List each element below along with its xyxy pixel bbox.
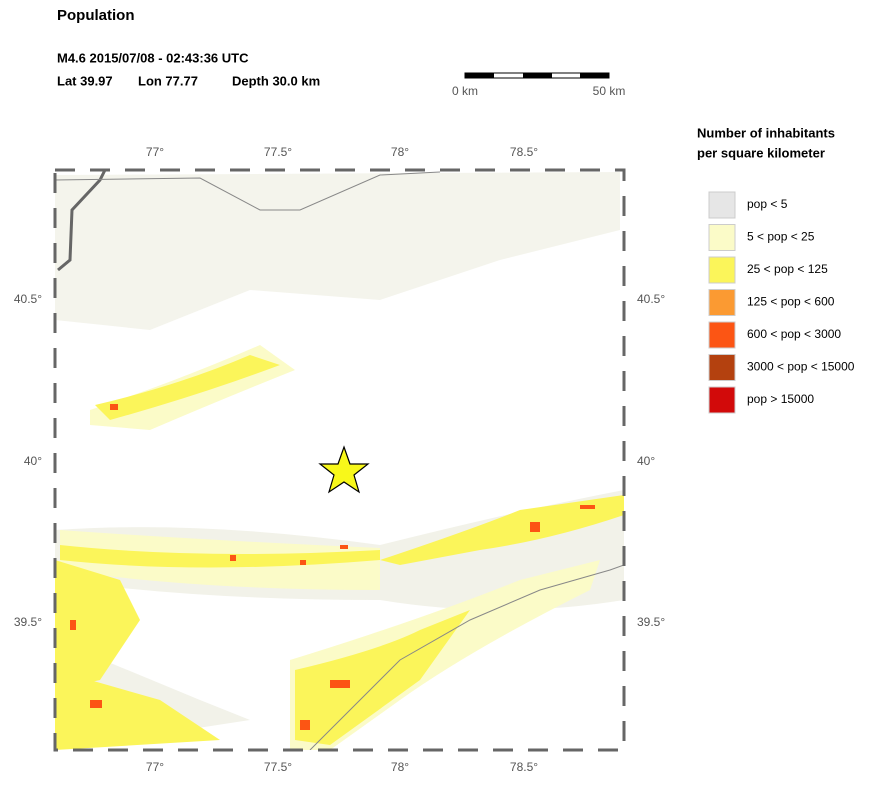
legend-swatch [708,191,736,219]
lat-label: 40.5° [637,292,665,306]
lat-label: 39.5° [14,615,42,629]
event-depth: Depth 30.0 km [232,73,320,88]
lon-label: 77° [146,760,164,774]
legend-swatch [708,256,736,284]
legend-swatch [708,386,736,414]
legend-swatch [708,354,736,381]
lon-label: 78.5° [510,760,538,774]
event-lon: Lon 77.77 [138,73,198,88]
lat-label: 39.5° [637,615,665,629]
lon-label: 78° [391,760,409,774]
legend-title: per square kilometer [697,145,825,160]
legend-label: 600 < pop < 3000 [747,327,841,341]
scale-start: 0 km [452,84,478,98]
lat-label: 40° [24,454,42,468]
legend-label: 125 < pop < 600 [747,295,835,309]
lon-label: 77.5° [264,760,292,774]
title: Population [57,7,135,24]
epicenter-star [318,445,370,494]
lon-label: 78° [391,145,409,159]
map-frame [53,168,626,752]
scale-end: 50 km [593,84,626,98]
legend-label: pop < 5 [747,197,788,211]
legend-swatch [708,289,736,316]
lon-label: 78.5° [510,145,538,159]
legend-label: 25 < pop < 125 [747,262,828,276]
lat-label: 40° [637,454,655,468]
legend-swatch [708,224,736,251]
legend-swatch [708,321,736,349]
lat-label: 40.5° [14,292,42,306]
legend-label: 5 < pop < 25 [747,230,815,244]
legend-label: 3000 < pop < 15000 [747,360,855,374]
event-lat: Lat 39.97 [57,73,113,88]
legend-label: pop > 15000 [747,392,814,406]
legend-title: Number of inhabitants [697,125,835,140]
lon-label: 77.5° [264,145,292,159]
lon-label: 77° [146,145,164,159]
scale-bar [464,72,610,79]
event-line: M4.6 2015/07/08 - 02:43:36 UTC [57,50,249,65]
